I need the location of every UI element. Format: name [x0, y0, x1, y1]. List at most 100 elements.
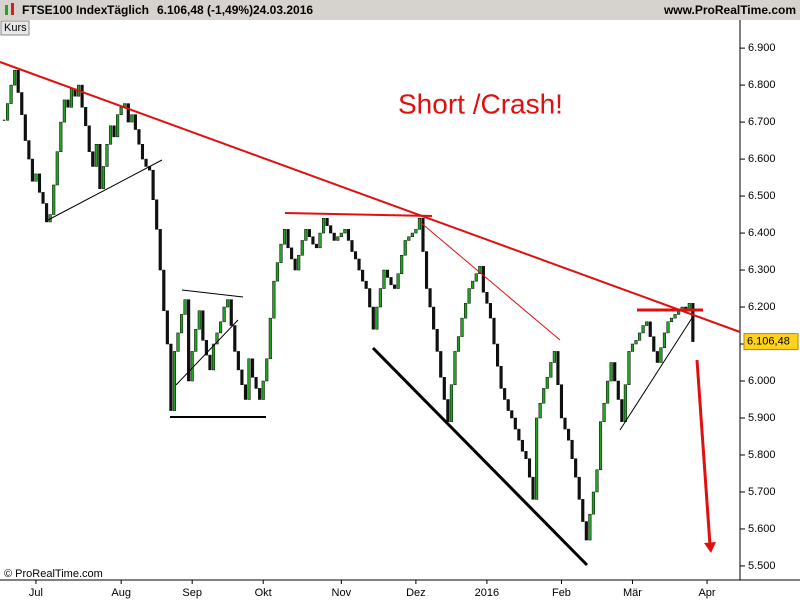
candle — [535, 417, 539, 500]
candle — [662, 332, 666, 348]
candle — [616, 380, 620, 400]
candle — [80, 84, 84, 108]
candle — [368, 288, 372, 308]
candle — [503, 388, 507, 400]
header-icon — [11, 3, 14, 15]
candle — [353, 251, 358, 260]
candle — [471, 280, 475, 289]
candle — [478, 266, 482, 274]
candle — [55, 151, 59, 186]
candle — [343, 229, 347, 234]
annotation: Short /Crash! — [398, 88, 563, 119]
trend-line — [619, 317, 693, 431]
candle — [403, 240, 407, 256]
instrument-name: FTSE100 Index — [22, 3, 108, 17]
x-tick-label: Jul — [29, 587, 43, 599]
y-tick-label: 6.800 — [748, 79, 776, 91]
candle — [382, 269, 386, 289]
candle — [211, 343, 216, 371]
y-tick-label: 5.900 — [748, 412, 776, 424]
candle — [488, 303, 492, 319]
candle — [496, 343, 500, 367]
candle — [158, 229, 162, 271]
candle — [485, 291, 489, 304]
candle — [91, 151, 95, 167]
candle — [350, 240, 354, 252]
candle — [620, 399, 624, 422]
copyright: © ProRealTime.com — [4, 568, 103, 580]
candle — [428, 288, 432, 308]
candle — [190, 351, 194, 382]
date: 24.03.2016 — [253, 3, 313, 17]
candle — [385, 269, 390, 278]
candle — [591, 491, 595, 515]
candle — [666, 321, 670, 334]
candle — [297, 254, 301, 271]
candle — [329, 225, 333, 234]
candle — [460, 317, 464, 337]
candle — [609, 362, 613, 382]
candle — [567, 428, 571, 441]
candle — [222, 306, 226, 323]
candle — [155, 199, 159, 230]
candle — [375, 306, 379, 330]
candle — [361, 269, 365, 282]
candle — [570, 439, 574, 459]
candle — [6, 103, 10, 121]
candle — [545, 377, 549, 389]
trend-line — [284, 212, 433, 217]
candle — [197, 310, 201, 330]
x-tick-label: Feb — [552, 587, 571, 599]
candle — [194, 328, 198, 352]
candle — [417, 218, 421, 230]
candle — [279, 243, 283, 263]
candle — [105, 144, 109, 167]
candle — [165, 310, 169, 345]
candle — [98, 144, 102, 189]
interval: Täglich — [107, 3, 149, 17]
candle — [336, 236, 340, 241]
candle — [364, 280, 368, 289]
candle — [254, 377, 258, 389]
candle — [37, 173, 42, 193]
y-tick-label: 5.500 — [748, 560, 776, 572]
candle — [531, 476, 535, 500]
candle — [510, 410, 514, 419]
candle — [126, 103, 130, 123]
candle — [290, 247, 294, 260]
candle — [169, 343, 173, 411]
candle — [137, 129, 141, 145]
candle — [272, 280, 276, 319]
candle — [389, 277, 393, 286]
candle — [187, 299, 191, 382]
x-tick-label: Aug — [111, 587, 131, 599]
x-tick-label: Nov — [332, 587, 352, 599]
candle — [673, 314, 677, 319]
candle — [357, 258, 361, 271]
candle — [318, 232, 322, 249]
header-icon — [5, 5, 8, 15]
trend-line — [0, 61, 741, 333]
y-tick-label: 5.700 — [748, 486, 776, 498]
y-tick-label: 6.000 — [748, 375, 776, 387]
candle — [87, 125, 91, 152]
candle — [208, 354, 212, 371]
candle — [215, 332, 219, 345]
x-tick-label: Dez — [406, 587, 426, 599]
y-tick-label: 5.800 — [748, 449, 776, 461]
candle — [116, 114, 120, 138]
trend-line — [371, 346, 589, 567]
candle — [258, 388, 262, 400]
candle — [517, 428, 521, 441]
x-tick-label: Okt — [255, 587, 272, 599]
candle — [84, 107, 88, 127]
candle — [630, 343, 635, 352]
candle — [446, 399, 450, 422]
candle — [655, 351, 659, 363]
candle — [162, 269, 166, 311]
candle — [112, 125, 116, 138]
candle — [176, 332, 180, 352]
candle — [524, 451, 528, 459]
candle — [595, 469, 599, 493]
candle — [247, 358, 251, 400]
